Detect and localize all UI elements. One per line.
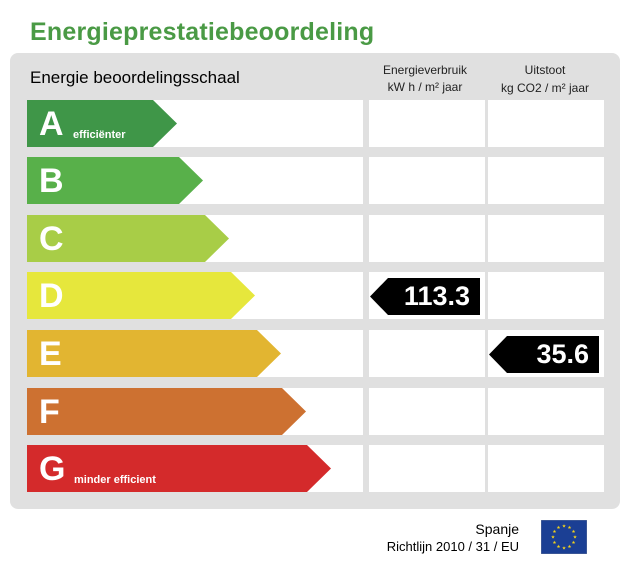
eu-star-icon [571, 529, 576, 534]
co2-cell-a [488, 100, 604, 147]
rating-row-c: C [27, 215, 363, 262]
rating-sublabel: minder efficient [74, 474, 156, 486]
eu-star-icon [562, 546, 566, 550]
rating-row-e: E [27, 330, 363, 377]
co2-header-unit: kg CO2 / m² jaar [500, 81, 590, 95]
rating-letter: C [39, 220, 64, 258]
co2-cell-g [488, 445, 604, 492]
energy-cell-g [369, 445, 485, 492]
eu-star-icon [556, 525, 561, 530]
eu-star-icon [573, 535, 577, 539]
rating-arrow-e [27, 330, 281, 377]
energy-header-unit: kW h / m² jaar [387, 80, 463, 94]
rating-arrow-b [27, 157, 203, 204]
page-title: Energieprestatiebeoordeling [30, 18, 375, 46]
rating-row-d: D [27, 272, 363, 319]
energy-header-label: Energieverbruik [382, 63, 468, 77]
rating-letter: D [39, 277, 64, 315]
energy-column-header: Energieverbruik kW h / m² jaar [366, 63, 484, 94]
eu-star-icon [567, 544, 572, 549]
rating-letter: B [39, 162, 64, 200]
eu-star-icon [567, 525, 572, 530]
eu-star-icon [562, 524, 566, 528]
energy-value-badge-text: 113.3 [403, 281, 470, 311]
eu-star-icon [551, 535, 555, 539]
energy-cell-e [369, 330, 485, 377]
eu-flag-icon [541, 520, 587, 554]
co2-column-header: Uitstoot kg CO2 / m² jaar [486, 63, 604, 95]
eu-star-icon [552, 529, 557, 534]
rating-arrow-g [27, 445, 331, 492]
co2-value-badge-pointer [489, 336, 599, 373]
energy-cell-a [369, 100, 485, 147]
energy-cell-f [369, 388, 485, 435]
rating-arrow-d [27, 272, 255, 319]
energy-value-badge-pointer [370, 278, 480, 315]
rating-letter: F [39, 393, 60, 431]
co2-header-label: Uitstoot [524, 63, 566, 77]
rating-letter: E [39, 335, 62, 373]
co2-cell-e: 35.6 [488, 330, 604, 377]
eu-star-icon [571, 540, 576, 545]
co2-value-badge: 35.6 [489, 336, 599, 373]
co2-cell-f [488, 388, 604, 435]
co2-cell-d [488, 272, 604, 319]
rating-letter: G [39, 450, 66, 488]
co2-cell-b [488, 157, 604, 204]
scale-label: Energie beoordelingsschaal [30, 68, 240, 87]
co2-cell-c [488, 215, 604, 262]
energy-cell-b [369, 157, 485, 204]
rating-arrow-a [27, 100, 177, 147]
energy-value-badge: 113.3 [370, 278, 480, 315]
eu-star-icon [552, 540, 557, 545]
energy-cell-d: 113.3 [369, 272, 485, 319]
footer-country: Spanje [475, 521, 519, 537]
rating-row-f: F [27, 388, 363, 435]
eu-star-icon [556, 544, 561, 549]
energy-cell-c [369, 215, 485, 262]
rating-arrow-c [27, 215, 229, 262]
rating-letter: A [39, 105, 64, 143]
rating-row-b: B [27, 157, 363, 204]
rating-sublabel: efficiënter [73, 129, 126, 141]
co2-value-badge-text: 35.6 [536, 339, 589, 369]
footer-directive: Richtlijn 2010 / 31 / EU [386, 539, 519, 554]
rating-arrow-f [27, 388, 306, 435]
